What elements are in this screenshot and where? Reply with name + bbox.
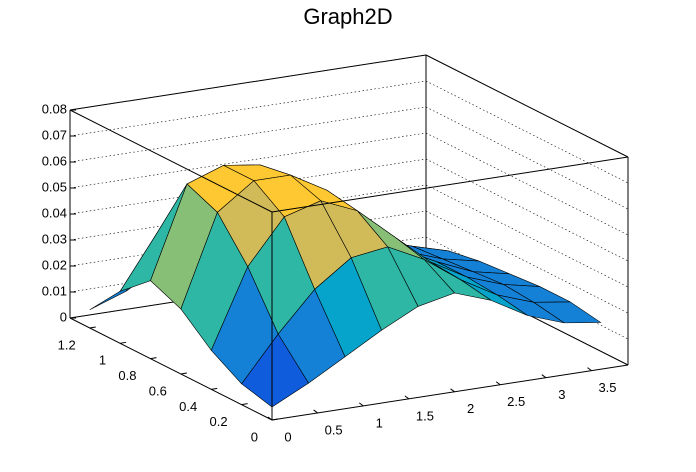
z-tick-label: 0.02 bbox=[42, 257, 67, 272]
x-tick-label: 2.5 bbox=[507, 394, 525, 409]
z-tick-label: 0.05 bbox=[42, 179, 67, 194]
x-tick bbox=[358, 402, 364, 407]
z-tick-label: 0.04 bbox=[42, 205, 67, 220]
grid-line bbox=[69, 132, 427, 189]
grid-line bbox=[425, 132, 629, 236]
y-tick bbox=[120, 341, 127, 344]
y-tick-label: 0.2 bbox=[210, 414, 228, 429]
x-tick bbox=[313, 409, 318, 414]
y-tick-label: 0.4 bbox=[179, 399, 197, 414]
y-tick bbox=[271, 418, 279, 421]
x-tick bbox=[450, 388, 455, 393]
x-tick-label: 3 bbox=[558, 387, 565, 402]
y-tick bbox=[89, 326, 96, 329]
z-tick-label: 0.01 bbox=[42, 283, 67, 298]
box-edge bbox=[69, 54, 427, 111]
x-tick bbox=[541, 374, 547, 379]
y-tick bbox=[241, 403, 248, 406]
grid-line bbox=[425, 210, 629, 314]
grid-line bbox=[69, 80, 427, 137]
y-tick bbox=[150, 357, 157, 360]
box-edge bbox=[271, 364, 629, 421]
surface-cell bbox=[241, 333, 309, 408]
x-tick-label: 0.5 bbox=[325, 422, 343, 437]
box-edge bbox=[69, 109, 273, 213]
y-tick-label: 1 bbox=[99, 353, 106, 368]
x-tick-label: 1 bbox=[376, 415, 383, 430]
grid-line bbox=[425, 80, 629, 184]
box-edge bbox=[69, 317, 273, 421]
box-edge bbox=[271, 156, 629, 213]
x-tick-label: 3.5 bbox=[598, 380, 616, 395]
z-tick-label: 0.07 bbox=[42, 127, 67, 142]
x-tick bbox=[587, 367, 592, 372]
y-tick-label: 0.6 bbox=[149, 383, 167, 398]
y-tick bbox=[180, 372, 187, 375]
grid-line bbox=[425, 158, 629, 262]
x-tick-label: 2 bbox=[467, 401, 474, 416]
x-tick bbox=[495, 381, 501, 386]
grid-line bbox=[425, 106, 629, 210]
grid-line bbox=[425, 184, 629, 288]
x-tick bbox=[267, 416, 273, 421]
x-tick bbox=[404, 395, 410, 400]
x-tick-label: 0 bbox=[284, 429, 291, 444]
z-tick-label: 0.03 bbox=[42, 231, 67, 246]
y-tick-label: 0.8 bbox=[118, 368, 136, 383]
x-tick-label: 1.5 bbox=[416, 408, 434, 423]
z-tick-label: 0 bbox=[60, 309, 67, 324]
chart-title: Graph2D bbox=[303, 4, 392, 29]
y-tick-label: 1.2 bbox=[58, 337, 76, 352]
z-tick-label: 0.06 bbox=[42, 153, 67, 168]
y-tick bbox=[211, 387, 218, 390]
grid-line bbox=[69, 106, 427, 163]
y-tick-label: 0 bbox=[251, 429, 258, 444]
z-tick-label: 0.08 bbox=[42, 101, 67, 116]
box-edge bbox=[425, 54, 629, 158]
